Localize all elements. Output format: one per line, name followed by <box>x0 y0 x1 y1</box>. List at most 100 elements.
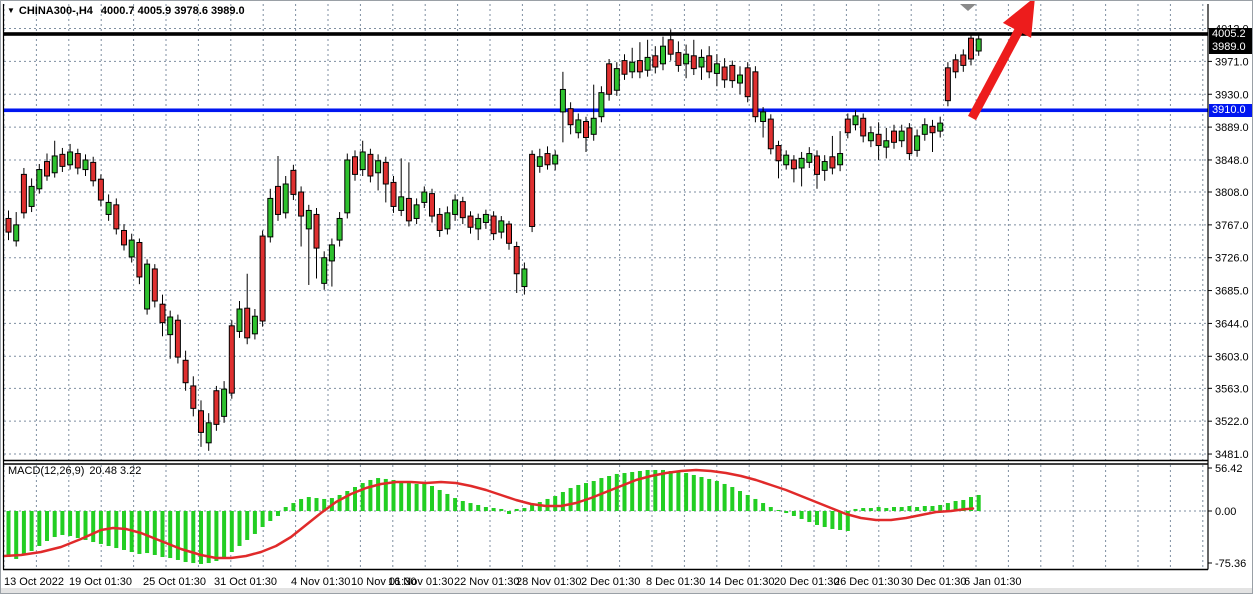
candle-body <box>44 161 50 177</box>
candle-body <box>429 193 435 217</box>
price-tick-label: 3603.0 <box>1215 351 1249 363</box>
candle-body <box>937 122 944 132</box>
macd-histogram-bar <box>83 511 88 540</box>
macd-histogram-bar <box>345 491 350 511</box>
date-tick-label: 8 Dec 01:30 <box>646 576 705 588</box>
price-tick-label: 3808.0 <box>1215 187 1249 199</box>
candle-body <box>490 215 497 235</box>
macd-tick-label: 0.00 <box>1215 506 1236 518</box>
candle-body <box>305 209 312 230</box>
candle-body <box>883 140 890 148</box>
macd-histogram-bar <box>691 474 696 511</box>
macd-histogram-bar <box>822 511 827 528</box>
candle-body <box>113 204 120 230</box>
symbol-quote-line: ▼ CHINA300-,H4 4000.7 4005.9 3978.6 3989.0 <box>7 5 245 17</box>
candle-body <box>20 173 27 214</box>
macd-histogram-bar <box>645 469 650 511</box>
candle-body <box>267 197 274 238</box>
candle-body <box>552 154 559 165</box>
candle-body <box>513 246 520 275</box>
candle-body <box>944 67 951 102</box>
macd-histogram-bar <box>868 508 873 511</box>
quote-ohlc-values: 4000.7 4005.9 3978.6 3989.0 <box>100 5 245 17</box>
macd-histogram-bar <box>376 478 381 511</box>
macd-histogram-bar <box>29 511 34 551</box>
candle-body <box>891 130 897 143</box>
macd-histogram-bar <box>306 497 311 511</box>
macd-histogram-bar <box>684 473 689 511</box>
candle-body <box>952 59 959 73</box>
macd-histogram-bar <box>553 496 558 511</box>
macd-histogram-bar <box>637 471 642 511</box>
candle-body <box>559 88 566 113</box>
candle-body <box>675 52 682 66</box>
macd-histogram-bar <box>768 507 773 511</box>
macd-histogram-bar <box>245 511 250 540</box>
macd-histogram-bar <box>961 499 966 511</box>
macd-histogram-bar <box>938 504 943 511</box>
macd-histogram-bar <box>507 511 511 514</box>
macd-histogram-bar <box>707 478 712 511</box>
candle-body <box>875 133 882 147</box>
candle-body <box>844 118 851 134</box>
macd-histogram-bar <box>252 511 257 534</box>
trend-arrow-head <box>1002 1 1035 38</box>
candle-body <box>190 385 197 409</box>
candle-body <box>13 224 20 242</box>
macd-histogram-bar <box>776 509 781 511</box>
macd-histogram-bar <box>499 508 504 511</box>
macd-histogram-bar <box>391 479 396 511</box>
macd-histogram-bar <box>476 504 481 511</box>
macd-histogram-bar <box>168 511 173 559</box>
candle-body <box>683 53 690 65</box>
price-tick-label: 3522.0 <box>1215 416 1249 428</box>
macd-values: 20.48 3.22 <box>89 465 142 477</box>
candle-body <box>660 45 666 65</box>
candle-body <box>629 61 636 73</box>
candle-body <box>121 229 127 246</box>
candle-body <box>159 303 166 324</box>
macd-histogram-bar <box>152 511 157 555</box>
macd-histogram-bar <box>406 483 411 511</box>
candle-body <box>921 124 928 135</box>
macd-histogram-bar <box>807 511 812 523</box>
candle-body <box>775 145 782 162</box>
candle-body <box>413 204 420 219</box>
price-tick-label: 3767.0 <box>1215 220 1249 232</box>
macd-histogram-bar <box>661 469 665 511</box>
macd-histogram-bar <box>45 511 49 541</box>
macd-histogram-bar <box>483 507 488 511</box>
symbol-dropdown-icon[interactable]: ▼ <box>7 6 15 15</box>
macd-histogram-bar <box>953 501 958 511</box>
candle-body <box>567 108 574 126</box>
date-tick-label: 10 Nov 01:30 <box>351 576 416 588</box>
macd-tick-label: -75.36 <box>1215 558 1246 570</box>
macd-name: MACD(12,26,9) <box>8 465 85 477</box>
macd-histogram-bar <box>229 511 234 553</box>
candle-body <box>167 316 174 336</box>
macd-histogram-bar <box>738 491 742 511</box>
window-bottom-strip <box>1 588 1252 593</box>
macd-histogram-bar <box>422 483 427 511</box>
candle-body <box>583 121 589 139</box>
macd-histogram-bar <box>222 511 227 558</box>
candle-body <box>205 422 212 444</box>
macd-histogram-bar <box>175 511 180 560</box>
macd-histogram-bar <box>145 511 150 554</box>
macd-histogram-bar <box>622 473 627 511</box>
macd-histogram-bar <box>453 498 458 511</box>
candle-body <box>852 115 859 126</box>
candle-body <box>298 191 305 217</box>
candle-body <box>536 156 543 167</box>
macd-histogram-bar <box>922 506 927 511</box>
candle-body <box>398 196 405 211</box>
price-badge-current: 3989.0 <box>1209 41 1252 54</box>
macd-histogram-bar <box>52 511 57 538</box>
macd-histogram-bar <box>460 501 465 511</box>
macd-histogram-bar <box>630 472 635 511</box>
candle-body <box>105 201 112 215</box>
candle-body <box>452 199 459 215</box>
macd-histogram-bar <box>199 511 203 564</box>
macd-histogram-bar <box>699 477 704 511</box>
